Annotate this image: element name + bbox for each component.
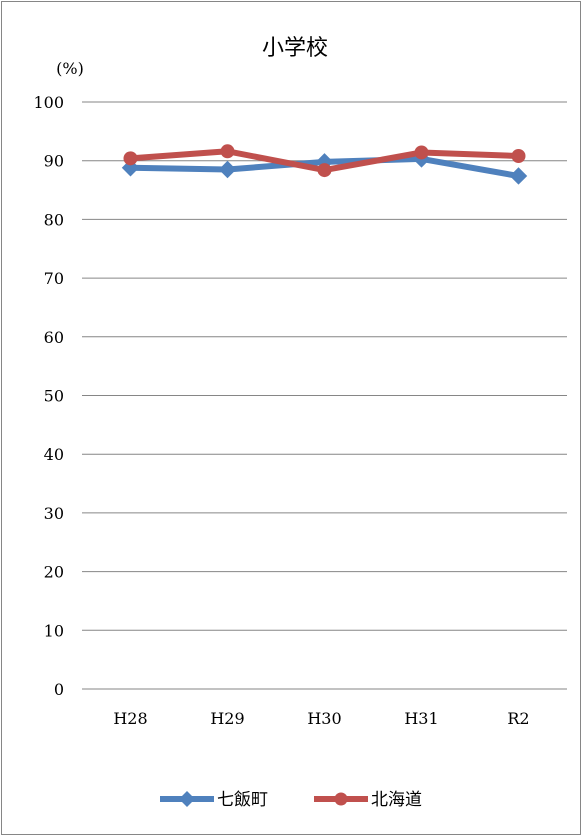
legend-marker	[334, 792, 348, 806]
legend-item-2: 北海道	[314, 790, 422, 810]
series-markers	[121, 144, 528, 185]
data-point-series-2	[220, 144, 235, 159]
y-tick-labels: 0 10 20 30 40 50 60 70 80 90 100	[33, 93, 64, 699]
legend-label: 北海道	[371, 790, 422, 810]
y-tick-label: 100	[33, 93, 64, 112]
legend: 七飯町 北海道	[160, 790, 422, 810]
y-tick-label: 80	[44, 210, 64, 229]
x-tick-labels: H28 H29 H30 H31 R2	[113, 709, 529, 728]
y-tick-label: 70	[44, 269, 64, 288]
y-axis-unit-label: (%)	[56, 59, 84, 78]
y-tick-label: 90	[44, 152, 64, 171]
legend-item-1: 七飯町	[160, 790, 268, 810]
data-point-series-2	[414, 145, 429, 160]
x-tick-label: H28	[113, 709, 147, 728]
data-point-series-1	[509, 167, 528, 185]
y-tick-label: 50	[44, 387, 64, 406]
data-point-series-1	[218, 160, 237, 179]
y-tick-label: 60	[44, 328, 64, 347]
y-tick-label: 20	[44, 563, 64, 582]
y-tick-label: 40	[44, 445, 64, 464]
data-point-series-2	[317, 163, 332, 178]
y-tick-label: 30	[44, 504, 64, 523]
x-tick-label: H31	[404, 709, 438, 728]
data-point-series-2	[123, 151, 138, 166]
legend-marker	[179, 791, 195, 807]
y-tick-label: 10	[44, 621, 64, 640]
chart-title: 小学校	[262, 36, 328, 61]
gridlines	[82, 101, 567, 690]
data-point-series-2	[511, 149, 526, 164]
legend-label: 七飯町	[217, 790, 268, 810]
x-tick-label: H30	[307, 709, 341, 728]
y-tick-label: 0	[54, 680, 64, 699]
x-tick-label: R2	[507, 709, 529, 728]
x-tick-label: H29	[210, 709, 244, 728]
